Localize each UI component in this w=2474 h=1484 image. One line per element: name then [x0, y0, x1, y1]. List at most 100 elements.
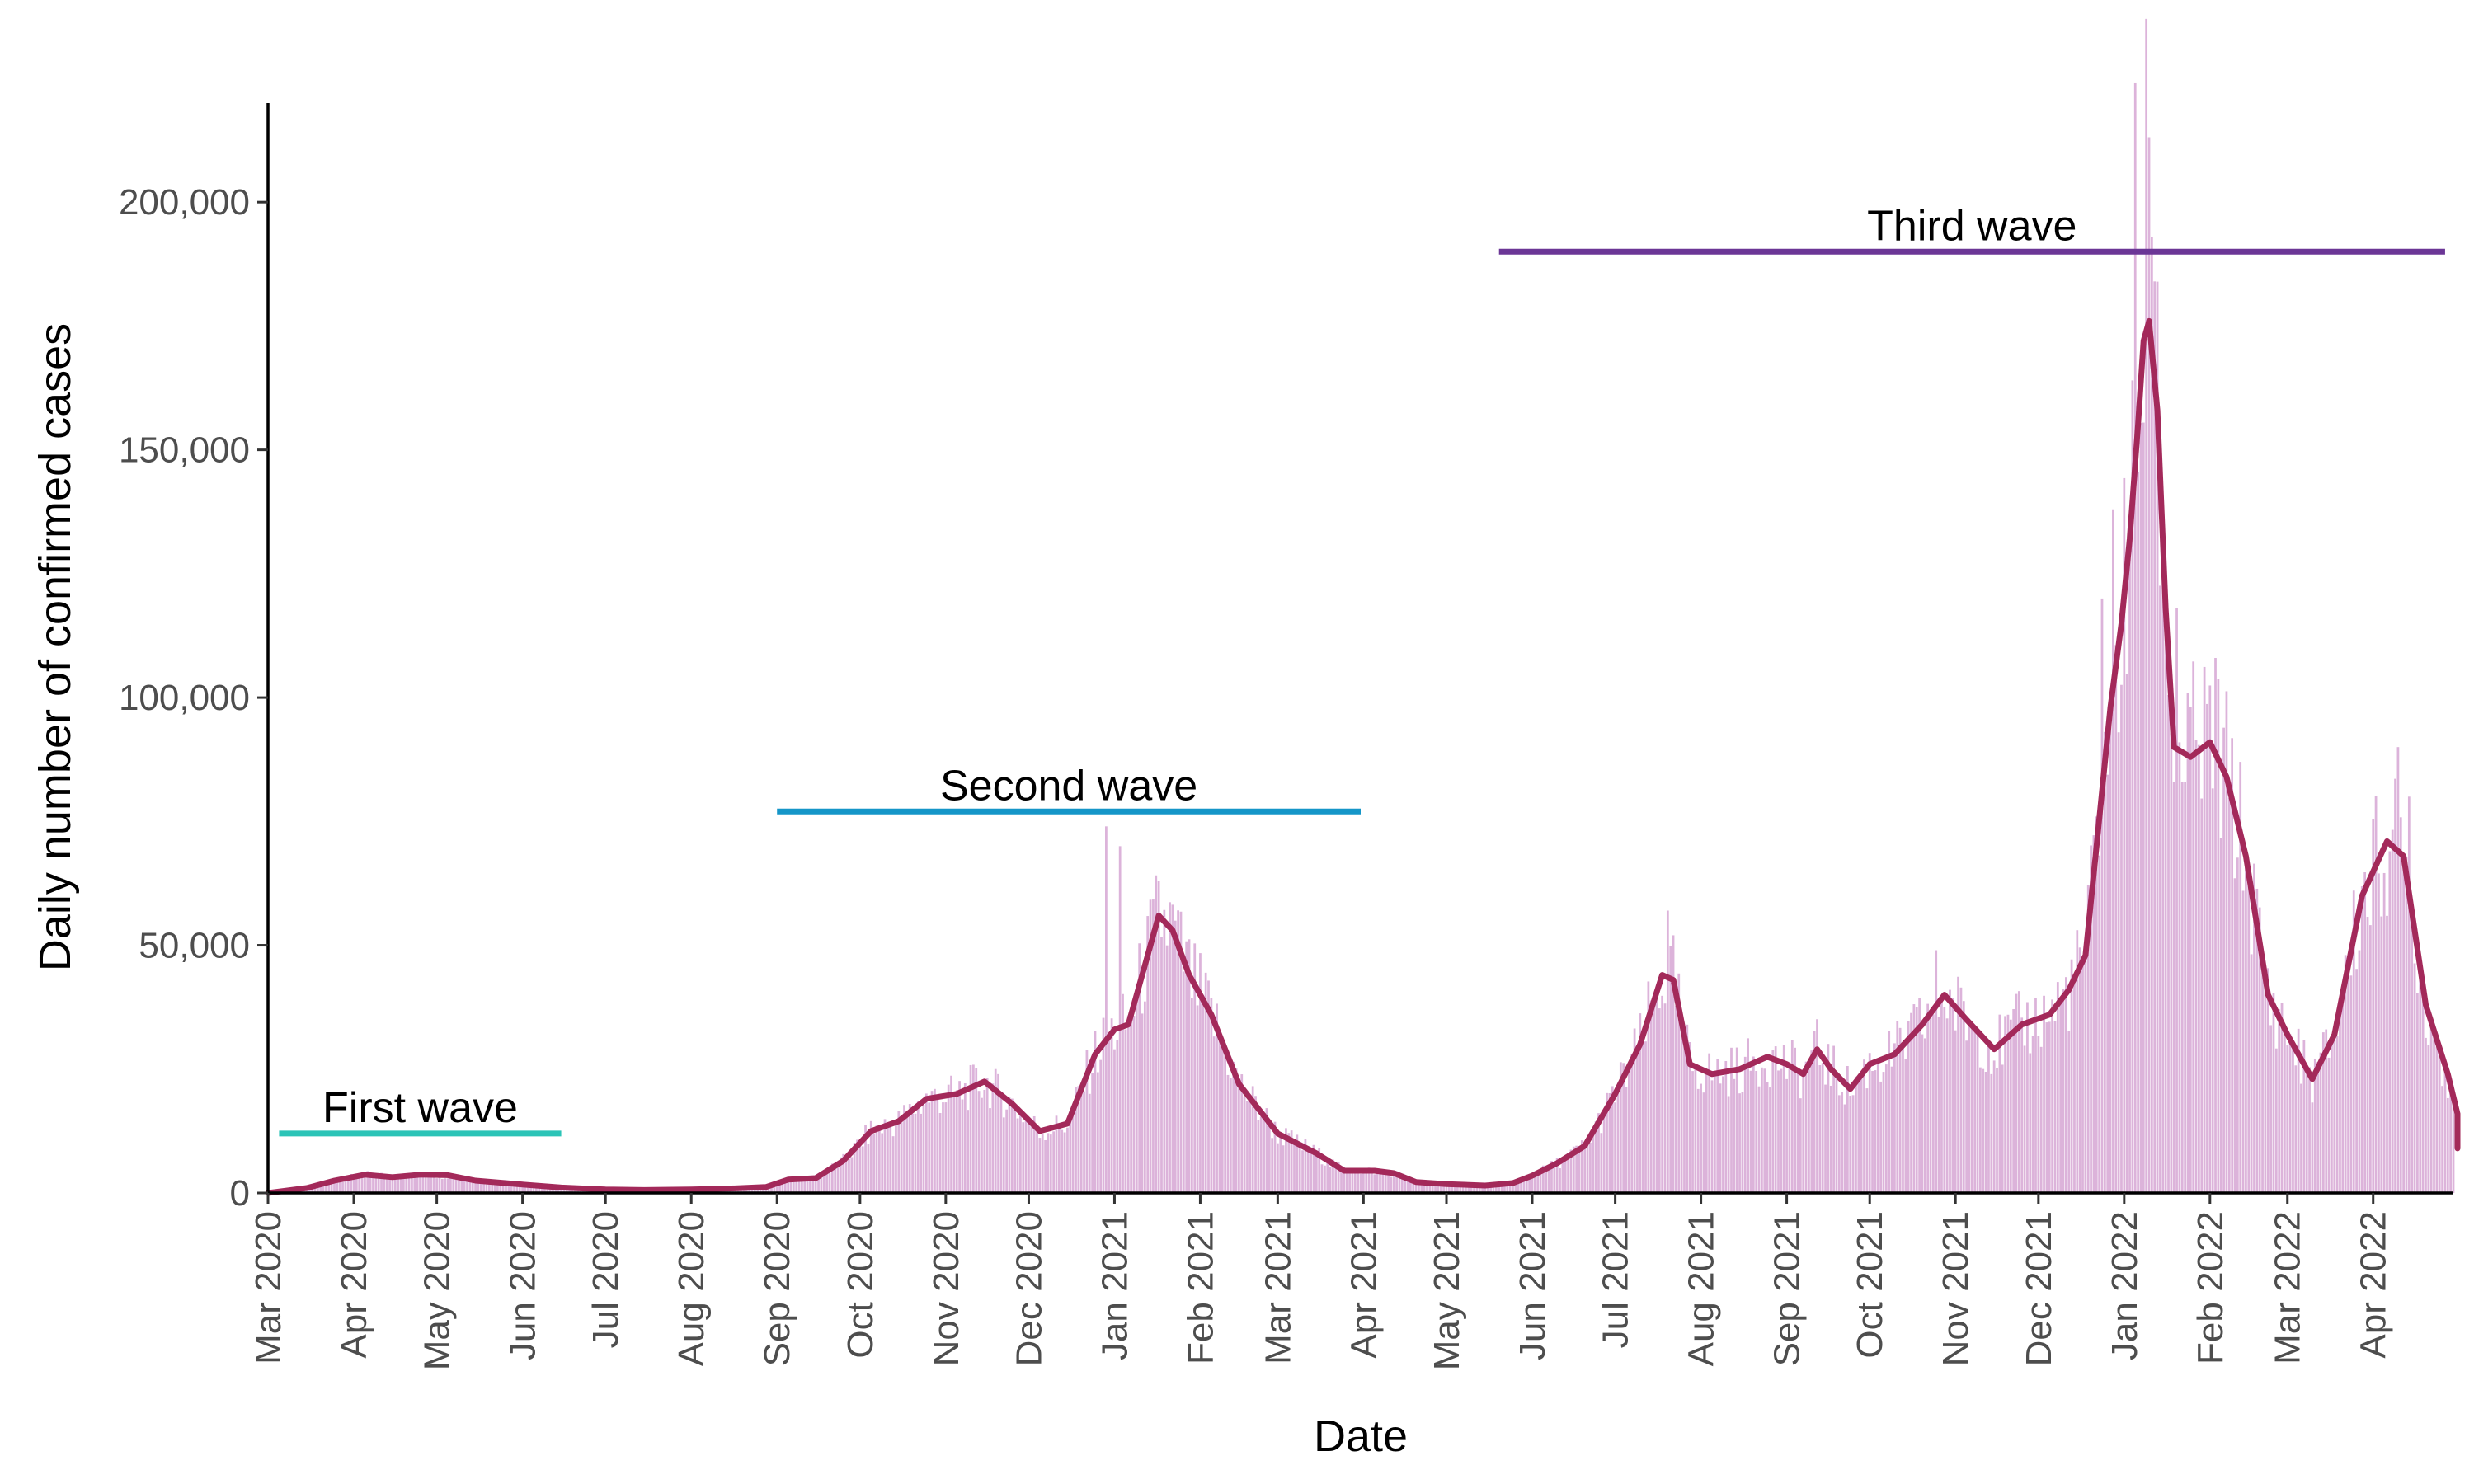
daily-bar [317, 1184, 319, 1193]
daily-bar [830, 1163, 834, 1193]
wave-label: First wave [322, 1084, 518, 1132]
daily-bar [1506, 1183, 1509, 1193]
daily-bar [1420, 1181, 1423, 1193]
daily-bar [507, 1184, 510, 1193]
daily-bar [1182, 971, 1185, 1193]
daily-bar [1099, 1059, 1103, 1193]
daily-bar [1688, 1042, 1691, 1193]
daily-bar [1160, 937, 1163, 1193]
daily-bar [2031, 1036, 2034, 1193]
daily-bar [1224, 1045, 1227, 1193]
x-tick-label: Mar 2020 [248, 1211, 289, 1364]
daily-bar [1655, 993, 1658, 1193]
daily-bar [397, 1176, 400, 1193]
daily-bar [1005, 1109, 1009, 1193]
daily-bar [1888, 1031, 1891, 1193]
daily-bar [2147, 137, 2151, 1194]
daily-bar [1705, 1073, 1708, 1193]
daily-bar [930, 1091, 934, 1193]
daily-bar [501, 1183, 505, 1193]
daily-bar [1381, 1170, 1385, 1193]
daily-bar [1188, 939, 1191, 1193]
daily-bar [1547, 1166, 1550, 1193]
daily-bar [1860, 1077, 1863, 1193]
daily-bar [1910, 1012, 1912, 1193]
daily-bar [346, 1178, 350, 1193]
daily-bar [2416, 993, 2419, 1193]
daily-bar [1484, 1186, 1487, 1193]
daily-bar [2006, 1014, 2010, 1193]
daily-bar [1619, 1062, 1622, 1193]
daily-bar [388, 1175, 391, 1193]
daily-bar [1447, 1182, 1451, 1193]
daily-bar [1279, 1134, 1282, 1193]
daily-bar [405, 1177, 408, 1193]
daily-bar [1207, 980, 1210, 1193]
daily-bar [867, 1144, 870, 1193]
daily-bar [1273, 1121, 1277, 1193]
daily-bar [1459, 1186, 1462, 1193]
daily-bar [2103, 731, 2106, 1193]
daily-bar [2266, 968, 2269, 1193]
daily-bar [1185, 941, 1188, 1193]
wave-label: Second wave [940, 762, 1197, 810]
daily-bar [2421, 976, 2425, 1193]
daily-bar [482, 1182, 486, 1193]
daily-bars [269, 18, 2455, 1194]
daily-bar [961, 1099, 964, 1193]
daily-bar [1451, 1182, 1454, 1193]
daily-bar [1047, 1133, 1050, 1193]
daily-bar [1968, 1024, 1971, 1193]
daily-bar [1240, 1074, 1244, 1193]
daily-bar [797, 1178, 801, 1193]
daily-bar [1915, 1007, 1918, 1193]
daily-bar [2045, 1022, 2048, 1193]
daily-bar [2261, 953, 2264, 1193]
daily-bar [524, 1184, 527, 1193]
daily-bar [1545, 1169, 1548, 1193]
daily-bar [2402, 866, 2405, 1193]
daily-bar [1987, 1045, 1990, 1193]
daily-bar [1926, 1003, 1930, 1193]
daily-bar [2159, 585, 2161, 1193]
daily-bar [2192, 661, 2195, 1193]
daily-bar [1263, 1120, 1265, 1193]
daily-bar [1423, 1182, 1426, 1193]
daily-bar [2245, 855, 2247, 1193]
daily-bar [1824, 1084, 1827, 1193]
daily-bar [2399, 817, 2402, 1193]
daily-bar [2452, 1101, 2455, 1193]
daily-bar [1169, 902, 1171, 1193]
daily-bar [438, 1172, 441, 1193]
daily-bar [1475, 1185, 1479, 1193]
x-tick-label: Dec 2020 [1009, 1211, 1049, 1366]
daily-bar [1210, 998, 1213, 1193]
daily-bar [1992, 1060, 1996, 1193]
daily-bar [1431, 1183, 1434, 1193]
daily-bar [1954, 1030, 1957, 1193]
daily-bar [2206, 703, 2208, 1193]
daily-bar [2339, 1010, 2341, 1193]
daily-bar [1649, 1000, 1653, 1193]
daily-bar [1951, 998, 1954, 1193]
daily-bar [856, 1139, 858, 1193]
daily-bar [1351, 1173, 1354, 1193]
daily-bar [1418, 1180, 1420, 1193]
daily-bar [2331, 1040, 2333, 1193]
daily-bar [1804, 1061, 1808, 1193]
daily-bar [1218, 1038, 1221, 1193]
daily-bar [1259, 1116, 1263, 1193]
daily-bar [2062, 989, 2065, 1193]
daily-bar [366, 1171, 369, 1193]
daily-bar [2355, 969, 2358, 1193]
daily-bar [787, 1180, 790, 1193]
daily-bar [2128, 543, 2131, 1193]
daily-bar [1589, 1142, 1592, 1193]
daily-bar [1882, 1072, 1885, 1193]
daily-bar [883, 1119, 887, 1193]
daily-bar [1329, 1167, 1332, 1193]
daily-bar [1879, 1081, 1883, 1193]
daily-bar [2198, 744, 2200, 1193]
daily-bar [1406, 1176, 1409, 1193]
daily-bar [887, 1125, 889, 1193]
